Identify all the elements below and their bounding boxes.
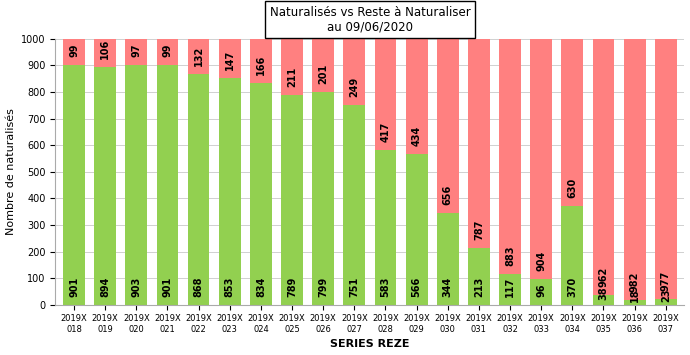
Bar <box>499 39 521 274</box>
Text: 630: 630 <box>567 178 578 198</box>
Bar <box>624 39 646 300</box>
Bar <box>406 154 428 305</box>
Text: 213: 213 <box>474 277 484 297</box>
Bar <box>313 92 334 305</box>
Text: 249: 249 <box>349 77 359 97</box>
Text: 106: 106 <box>100 39 110 59</box>
Text: 344: 344 <box>443 277 453 297</box>
Bar <box>468 39 490 248</box>
Bar <box>157 65 178 305</box>
Bar <box>375 39 396 150</box>
Text: 656: 656 <box>443 185 453 205</box>
Bar <box>531 39 552 279</box>
Text: 583: 583 <box>380 277 391 297</box>
Bar <box>126 65 147 305</box>
Bar <box>281 39 303 95</box>
Text: 894: 894 <box>100 277 110 297</box>
Bar <box>157 39 178 65</box>
Bar <box>437 213 459 305</box>
Bar <box>437 39 459 213</box>
Bar <box>655 299 677 305</box>
Text: 99: 99 <box>69 44 79 57</box>
Bar <box>188 39 210 74</box>
Bar <box>593 295 614 305</box>
Text: 883: 883 <box>505 245 515 266</box>
Bar <box>95 67 116 305</box>
Text: 132: 132 <box>194 46 204 66</box>
Text: 417: 417 <box>380 121 391 142</box>
Bar <box>562 206 583 305</box>
Text: 903: 903 <box>131 277 141 297</box>
Bar <box>126 39 147 65</box>
Bar <box>250 39 272 83</box>
Text: 97: 97 <box>131 43 141 57</box>
Bar <box>499 274 521 305</box>
Bar <box>188 74 210 305</box>
Bar <box>313 39 334 92</box>
Bar <box>219 78 241 305</box>
Bar <box>593 39 614 295</box>
Bar <box>281 95 303 305</box>
Text: 853: 853 <box>225 277 235 297</box>
Text: 834: 834 <box>256 277 266 297</box>
Bar <box>95 39 116 67</box>
Text: 566: 566 <box>412 277 422 297</box>
Text: 117: 117 <box>505 277 515 297</box>
Bar <box>531 279 552 305</box>
Text: 962: 962 <box>598 267 609 287</box>
Bar <box>655 39 677 299</box>
Text: 23: 23 <box>661 288 671 302</box>
Text: 787: 787 <box>474 220 484 240</box>
Text: 799: 799 <box>318 277 328 297</box>
Text: 751: 751 <box>349 277 359 297</box>
Text: 18: 18 <box>629 289 640 302</box>
Text: 211: 211 <box>287 67 297 87</box>
Bar <box>63 39 85 65</box>
Bar <box>624 300 646 305</box>
Text: 434: 434 <box>412 126 422 146</box>
Text: 901: 901 <box>69 277 79 297</box>
Bar <box>406 39 428 154</box>
Text: 166: 166 <box>256 55 266 75</box>
Bar <box>344 105 365 305</box>
Text: 904: 904 <box>536 251 546 271</box>
Text: 370: 370 <box>567 277 578 297</box>
Text: 977: 977 <box>661 271 671 291</box>
X-axis label: SERIES REZE: SERIES REZE <box>330 339 410 349</box>
Text: 96: 96 <box>536 283 546 297</box>
Text: 982: 982 <box>629 272 640 292</box>
Text: 38: 38 <box>598 286 609 300</box>
Bar <box>63 65 85 305</box>
Bar <box>219 39 241 78</box>
Text: 201: 201 <box>318 64 328 84</box>
Text: 147: 147 <box>225 50 235 70</box>
Bar <box>562 39 583 206</box>
Y-axis label: Nombre de naturalisés: Nombre de naturalisés <box>6 108 16 235</box>
Bar <box>344 39 365 105</box>
Bar <box>468 248 490 305</box>
Bar <box>250 83 272 305</box>
Text: 868: 868 <box>194 276 204 297</box>
Text: 901: 901 <box>162 277 172 297</box>
Bar <box>375 150 396 305</box>
Text: 789: 789 <box>287 277 297 297</box>
Title: Naturalisés vs Reste à Naturaliser
au 09/06/2020: Naturalisés vs Reste à Naturaliser au 09… <box>270 6 471 34</box>
Text: 99: 99 <box>162 44 172 57</box>
